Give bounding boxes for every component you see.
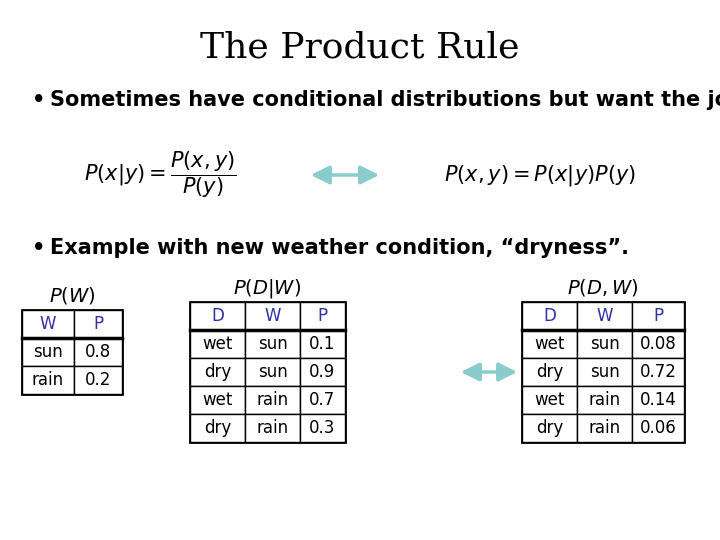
Text: The Product Rule: The Product Rule [200,31,520,65]
Bar [300,414,345,442]
Bar [522,414,577,442]
Text: 0.7: 0.7 [310,391,336,409]
Text: 0.06: 0.06 [639,419,676,437]
Text: W: W [40,315,56,333]
Text: 0.1: 0.1 [310,335,336,353]
Text: dry: dry [536,419,563,437]
Text: Sometimes have conditional distributions but want the joint: Sometimes have conditional distributions… [50,90,720,110]
Bar [300,358,345,386]
Text: sun: sun [590,335,619,353]
Text: •: • [32,238,45,258]
Bar [22,338,74,366]
Bar [522,386,577,414]
Text: 0.2: 0.2 [85,371,111,389]
Text: D: D [211,307,224,325]
Text: 0.14: 0.14 [639,391,676,409]
Text: wet: wet [202,391,233,409]
Text: D: D [543,307,556,325]
Text: dry: dry [536,363,563,381]
Bar [74,366,122,394]
Text: rain: rain [256,419,289,437]
Bar [632,358,684,386]
Bar [522,330,577,358]
Text: 0.3: 0.3 [310,419,336,437]
Text: rain: rain [588,419,621,437]
Text: W: W [264,307,281,325]
Bar [577,330,632,358]
Bar [190,358,245,386]
Bar [245,414,300,442]
Bar [522,302,577,330]
Bar [577,302,632,330]
Text: dry: dry [204,363,231,381]
Bar [245,358,300,386]
Bar [632,330,684,358]
Bar [522,302,684,442]
Bar [245,330,300,358]
Bar [190,302,345,442]
Text: wet: wet [534,335,564,353]
Bar [245,302,300,330]
Bar [300,302,345,330]
Text: 0.72: 0.72 [639,363,676,381]
Bar [74,338,122,366]
Text: $P(D,W)$: $P(D,W)$ [567,278,639,299]
Text: 0.9: 0.9 [310,363,336,381]
Bar [22,310,74,338]
Bar [300,386,345,414]
Text: rain: rain [588,391,621,409]
Bar [577,414,632,442]
Text: sun: sun [258,363,287,381]
Bar [190,414,245,442]
Bar [190,330,245,358]
Bar [577,386,632,414]
Text: sun: sun [33,343,63,361]
Bar [632,302,684,330]
Text: $P(x|y) = \dfrac{P(x,y)}{P(y)}$: $P(x|y) = \dfrac{P(x,y)}{P(y)}$ [84,150,236,200]
Bar [632,386,684,414]
Text: •: • [32,90,45,110]
Text: P: P [318,307,328,325]
Text: wet: wet [202,335,233,353]
Bar [632,414,684,442]
Bar [22,310,122,394]
Bar [22,366,74,394]
Text: 0.8: 0.8 [85,343,111,361]
Text: $P(x,y) = P(x|y)P(y)$: $P(x,y) = P(x|y)P(y)$ [444,163,636,187]
Text: W: W [596,307,613,325]
Text: P: P [93,315,103,333]
Bar [74,310,122,338]
Text: $P(D|W)$: $P(D|W)$ [233,276,302,300]
Text: P: P [653,307,663,325]
Bar [245,386,300,414]
Text: 0.08: 0.08 [639,335,676,353]
Text: dry: dry [204,419,231,437]
Text: rain: rain [32,371,64,389]
Text: Example with new weather condition, “dryness”.: Example with new weather condition, “dry… [50,238,629,258]
Text: rain: rain [256,391,289,409]
Bar [577,358,632,386]
Bar [190,386,245,414]
Text: sun: sun [258,335,287,353]
Bar [522,358,577,386]
Bar [300,330,345,358]
Text: wet: wet [534,391,564,409]
Text: sun: sun [590,363,619,381]
Text: $P(W)$: $P(W)$ [49,286,95,307]
Bar [190,302,245,330]
